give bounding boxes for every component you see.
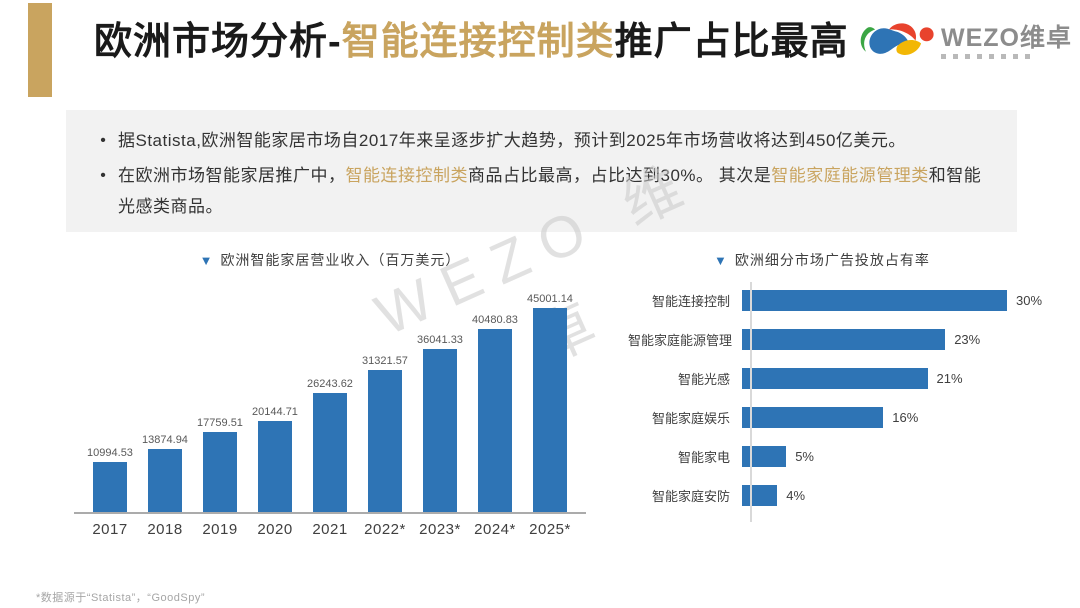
triangle-marker-icon: ▼ [714, 253, 728, 268]
revenue-bar-2018 [148, 449, 182, 512]
share-bar-3 [742, 368, 928, 389]
share-bar-5 [742, 446, 787, 467]
logo-wordmark: WEZO维卓 [941, 25, 1072, 51]
adshare-rows: 智能连接控制 30% 智能家庭能源管理 23% 智能光感 21% 智能家庭娱乐 16% 智能家电… [628, 282, 1068, 522]
logo-wave-icon [857, 18, 935, 66]
category-label: 智能家庭能源管理 [628, 333, 733, 348]
revenue-bar-2019 [203, 431, 237, 512]
bullet-marker: • [100, 167, 106, 184]
adshare-row: 智能连接控制 30% [628, 290, 1068, 311]
percent-label: 16% [892, 410, 919, 425]
plain-text: 和智能光感类商品。 [118, 166, 982, 216]
bullet-item: • 据Statista,欧洲智能家居市场自2017年来呈逐步扩大趋势，预计到202… [88, 125, 989, 156]
highlight-text: 智能连接控制类 [345, 166, 468, 185]
summary-panel: • 据Statista,欧洲智能家居市场自2017年来呈逐步扩大趋势，预计到202… [66, 110, 1017, 232]
revenue-bar-2023 [423, 348, 457, 512]
bar-value-label: 13874.94 [142, 434, 188, 447]
bar-column: 36041.33 [413, 334, 468, 512]
share-bar-1 [742, 290, 1007, 311]
axis-label: 2025* [529, 521, 571, 538]
bar-column: 26243.62 [303, 378, 358, 512]
adshare-row: 智能家庭娱乐 16% [628, 407, 1068, 428]
percent-label: 5% [795, 449, 814, 464]
footnote: *数据源于“Statista”，“GoodSpy” [36, 592, 205, 604]
bar-column: 13874.94 [138, 434, 193, 512]
axis-label: 2024* [474, 521, 516, 538]
adshare-row: 智能家电 5% [628, 446, 1068, 467]
bar-value-label: 20144.71 [252, 405, 298, 418]
percent-label: 4% [786, 488, 806, 503]
bar-value-label: 45001.14 [527, 293, 573, 305]
bar-value-label: 17759.51 [197, 416, 243, 429]
title-highlight: 智能连接控制类 [341, 21, 615, 63]
page-title: 欧洲市场分析-智能连接控制类推广占比最高 [94, 20, 894, 66]
axis-label: 2021 [312, 521, 348, 538]
bar-column: 31321.57 [358, 355, 413, 512]
revenue-bar-2017 [93, 462, 127, 512]
bar-value-label: 40480.83 [472, 313, 518, 326]
share-bar-4 [742, 407, 884, 428]
logo-tagline [940, 54, 1033, 60]
bar-value-label: 10994.53 [87, 447, 133, 460]
adshare-row: 智能家庭能源管理 23% [628, 329, 1068, 350]
revenue-chart: ▼ 欧洲智能家居营业收入（百万美元） 10994.53 13874.94 17759.… [70, 250, 590, 538]
x-axis-line [74, 512, 586, 514]
bar-value-label: 36041.33 [417, 333, 463, 346]
title-part2: 推广占比最高 [614, 21, 849, 63]
bullet-marker: • [100, 132, 106, 149]
axis-label: 2023* [419, 521, 461, 538]
revenue-bar-2024 [478, 328, 512, 512]
category-label: 智能光感 [677, 372, 730, 387]
bullet-list: • 据Statista,欧洲智能家居市场自2017年来呈逐步扩大趋势，预计到202… [88, 125, 989, 222]
bar-column: 10994.53 [83, 447, 138, 512]
revenue-bar-2020 [258, 420, 292, 512]
axis-label: 2019 [202, 521, 238, 538]
category-label: 智能家庭娱乐 [651, 411, 730, 426]
percent-label: 30% [1016, 293, 1043, 308]
bar-column: 17759.51 [193, 416, 248, 512]
plain-text: 商品占比最高，占比达到30%。 其次是 [468, 166, 772, 185]
plain-text: 据Statista,欧洲智能家居市场自2017年来呈逐步扩大趋势，预计到2025… [118, 131, 906, 150]
title-accent-bar [28, 3, 52, 97]
bar-value-label: 26243.62 [307, 378, 353, 390]
percent-label: 21% [936, 371, 963, 386]
axis-label: 2018 [147, 521, 183, 538]
brand-logo: WEZO维卓 [857, 18, 1072, 66]
axis-label: 2017 [92, 521, 128, 538]
revenue-bars-area: 10994.53 13874.94 17759.51 20144.71 26243.62… [70, 270, 590, 512]
highlight-text: 智能家庭能源管理类 [771, 166, 929, 185]
percent-label: 23% [954, 332, 981, 347]
axis-label: 2020 [257, 521, 293, 538]
category-label: 智能家庭安防 [651, 489, 730, 504]
title-part1: 欧洲市场分析- [94, 21, 342, 63]
share-bar-2 [742, 329, 946, 350]
revenue-chart-title-text: 欧洲智能家居营业收入（百万美元） [220, 252, 461, 268]
logo-brand-en: WEZO [940, 23, 1020, 52]
bar-value-label: 31321.57 [362, 355, 408, 367]
bullet-text: 据Statista,欧洲智能家居市场自2017年来呈逐步扩大趋势，预计到2025… [118, 125, 989, 156]
x-axis-labels: 2017 2018 2019 2020 2021 2022* 2023* 2024* 2025* [70, 514, 590, 538]
triangle-marker-icon: ▼ [199, 253, 214, 268]
adshare-row: 智能家庭安防 4% [628, 485, 1068, 506]
y-axis-line [750, 282, 752, 522]
axis-label: 2022* [364, 521, 406, 538]
bar-column: 40480.83 [468, 313, 523, 512]
adshare-chart: ▼ 欧洲细分市场广告投放占有率 智能连接控制 30% 智能家庭能源管理 23% 智能光感 2… [628, 250, 1068, 522]
category-label: 智能家电 [677, 450, 730, 465]
plain-text: 在欧洲市场智能家居推广中， [118, 166, 346, 185]
revenue-bar-2021 [313, 393, 347, 512]
bar-column: 45001.14 [523, 293, 578, 512]
revenue-bar-2025 [533, 308, 567, 512]
bar-column: 20144.71 [248, 406, 303, 512]
revenue-bar-2022 [368, 370, 402, 512]
bullet-text: 在欧洲市场智能家居推广中，智能连接控制类商品占比最高，占比达到30%。 其次是智… [118, 160, 989, 222]
adshare-chart-title: ▼ 欧洲细分市场广告投放占有率 [628, 250, 1068, 270]
revenue-chart-title: ▼ 欧洲智能家居营业收入（百万美元） [70, 250, 590, 270]
logo-brand-cn: 维卓 [1019, 23, 1072, 52]
share-bar-6 [742, 485, 778, 506]
adshare-row: 智能光感 21% [628, 368, 1068, 389]
bullet-item: • 在欧洲市场智能家居推广中，智能连接控制类商品占比最高，占比达到30%。 其次是… [88, 160, 989, 222]
category-label: 智能连接控制 [651, 294, 730, 309]
adshare-chart-title-text: 欧洲细分市场广告投放占有率 [734, 252, 930, 268]
